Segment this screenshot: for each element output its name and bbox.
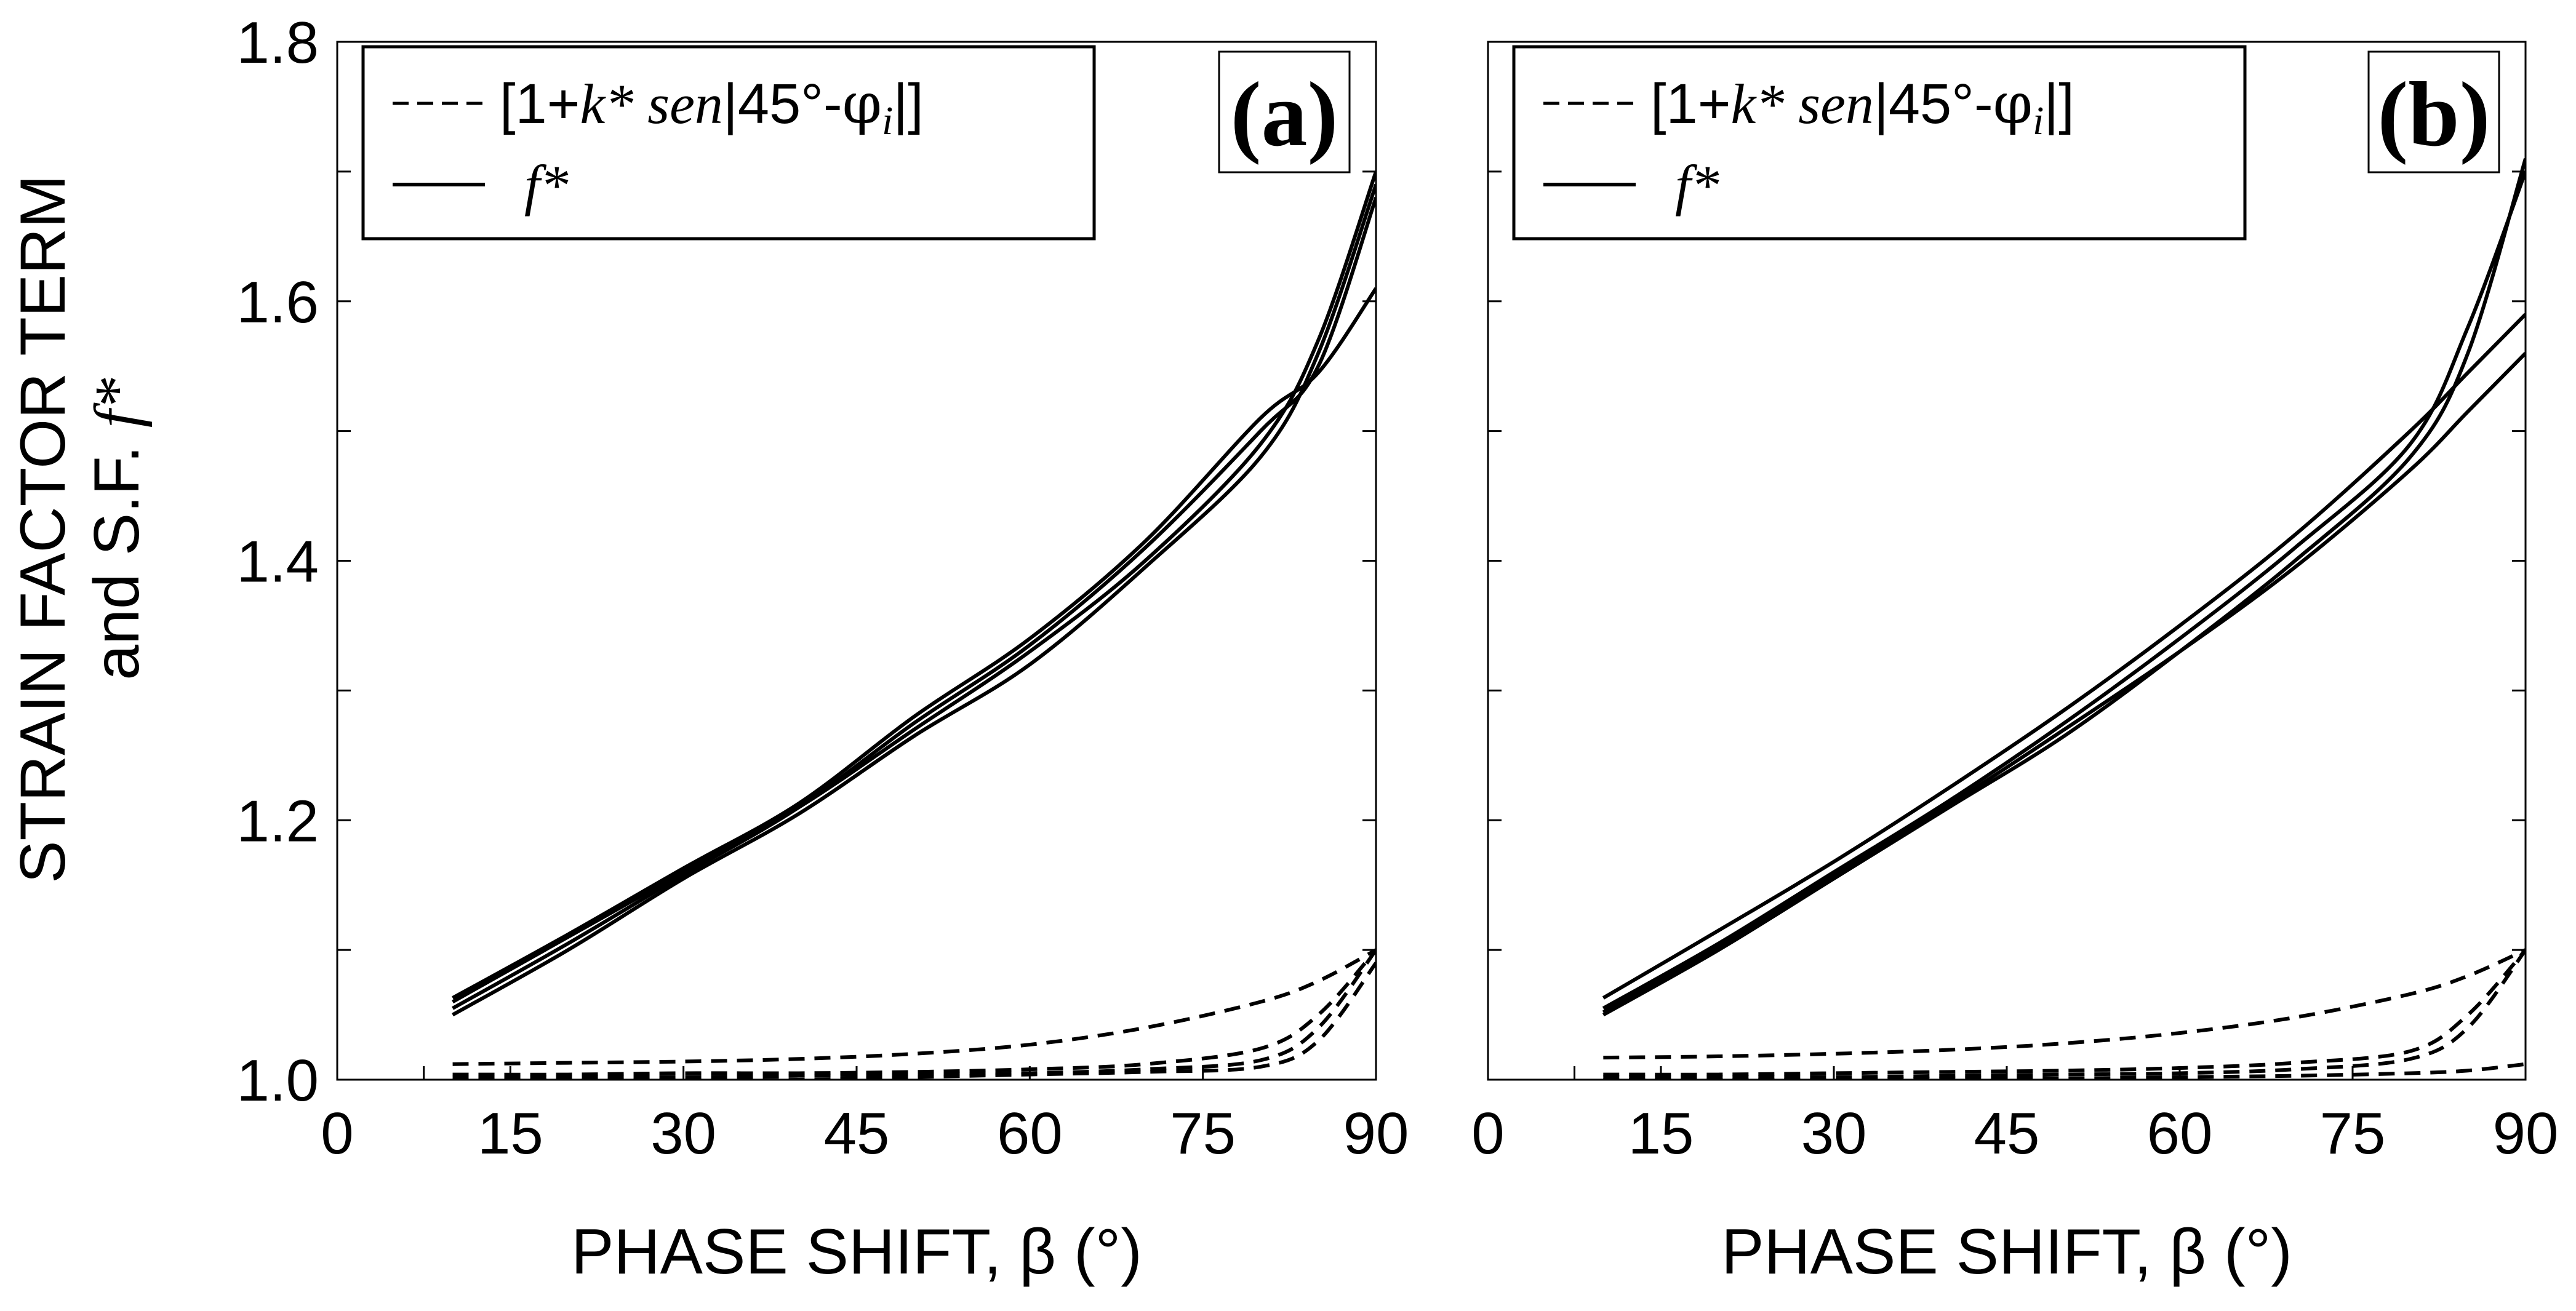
x-tick-label: 90 [1343,1101,1409,1166]
x-tick-label: 60 [2147,1101,2213,1166]
x-tick-label: 15 [1628,1101,1694,1166]
dashed-series-line-5 [1603,948,2526,1060]
legend-entry-bracket-term: [1+k* sen|45°-φi|] [500,71,924,143]
panel-tag-box [1218,50,1351,173]
legend-entry-bracket-term: [1+k* sen|45°-φi|] [1650,71,2074,143]
x-tick-label: 30 [1801,1101,1867,1166]
dashed-series-line-7 [1603,949,2526,1079]
panel-tag-box [2367,50,2500,173]
y-axis-label-line2: and S.F. f* [81,378,153,680]
x-tick-label: 0 [1471,1101,1504,1166]
legend: [1+k* sen|45°-φi|] f* [1512,45,2247,241]
y-tick-label: 1.6 [237,269,319,335]
x-tick-label: 75 [1170,1101,1236,1166]
panel-tag: (a) [1218,50,1351,173]
x-tick-label: 45 [824,1101,890,1166]
series-group [452,170,1376,1080]
panel-a: 0 15 30 45 60 75 90 1.0 1.2 1.4 1.6 1.8 PHASE SHIFT,… [237,10,1409,1288]
legend-entry-f-star: f* [1675,154,1719,217]
solid-series-line-3 [1602,170,2526,1010]
solid-series-line-1 [1602,313,2526,1000]
x-tick-label: 75 [2320,1101,2386,1166]
panel-tag-label: (a) [1231,63,1338,165]
panel-tag-label: (b) [2377,63,2490,165]
solid-series-line-4 [1602,351,2526,1014]
legend: [1+k* sen|45°-φi|] f* [361,45,1096,241]
x-tick-label: 90 [2493,1101,2559,1166]
dashed-series-line-6 [1603,949,2526,1077]
dashed-series-line-8 [452,962,1376,1080]
x-axis-label: PHASE SHIFT, β (°) [1721,1216,2292,1288]
solid-series-line-3 [452,197,1376,1010]
dashed-series-line-6 [452,949,1376,1077]
y-tick-label: 1.0 [237,1048,319,1114]
solid-series-line-1 [452,170,1376,1004]
solid-series-line-4 [452,287,1376,1000]
series-group [1602,157,2526,1080]
panel-tag: (b) [2367,50,2500,173]
dashed-series-line-8 [1603,1062,2526,1080]
x-tick-label: 0 [321,1101,353,1166]
y-axis-label-line1: STRAIN FACTOR TERM [7,175,79,883]
x-axis-label: PHASE SHIFT, β (°) [571,1216,1142,1288]
x-tick-label: 60 [997,1101,1063,1166]
y-axis-label: STRAIN FACTOR TERM and S.F. f* [7,175,153,883]
legend-box [1512,45,2247,241]
x-tick-label: 15 [478,1101,543,1166]
legend-box [361,45,1096,241]
y-tick-label: 1.2 [237,788,319,854]
x-tick-label: 45 [1974,1101,2040,1166]
solid-series-line-2 [1602,157,2526,1017]
y-tick-label: 1.8 [237,10,319,76]
legend-entry-f-star: f* [524,154,569,217]
panel-b: 0 15 30 45 60 75 90 PHASE SHIFT, β (°) [1+k* sen… [1471,41,2559,1288]
y-tick-label: 1.4 [237,529,319,595]
dashed-series-line-7 [452,949,1376,1079]
dashed-series-line-5 [452,948,1376,1066]
x-tick-label: 30 [650,1101,716,1166]
